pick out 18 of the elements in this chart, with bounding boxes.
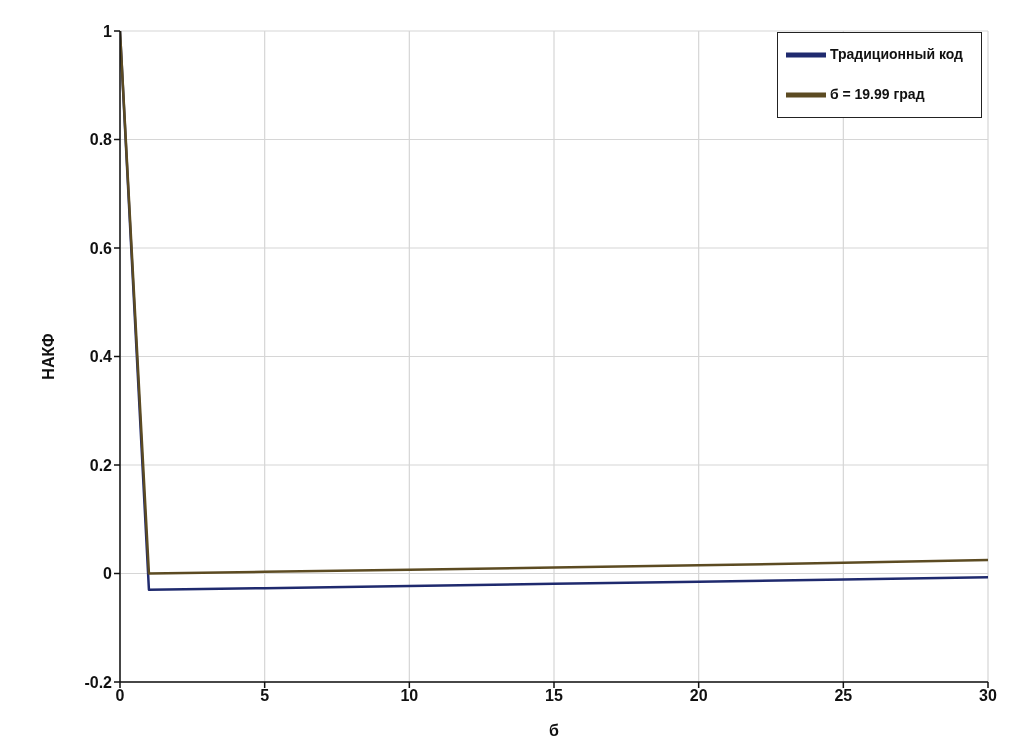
x-tick-label: 20 [689,687,708,705]
x-tick-label: 15 [545,687,563,705]
legend-label: б = 19.99 град [829,85,925,102]
y-tick-label: 0 [103,565,113,583]
y-tick-label: 0.6 [89,239,113,257]
x-tick-label: 0 [115,687,125,705]
y-tick-label: 0.2 [89,456,113,474]
y-tick-label: 0.8 [89,131,113,149]
x-tick-label: 5 [260,687,270,705]
y-tick-label: -0.2 [84,673,113,691]
y-tick-label: 1 [103,22,113,40]
x-tick-label: 30 [979,687,997,705]
y-axis-title: НАКФ [39,333,57,380]
x-axis-title: б [549,722,560,739]
legend-label: Традиционный код [829,45,963,62]
y-tick-label: 0.4 [89,348,113,366]
x-tick-label: 25 [834,687,853,705]
x-tick-label: 10 [400,687,419,705]
